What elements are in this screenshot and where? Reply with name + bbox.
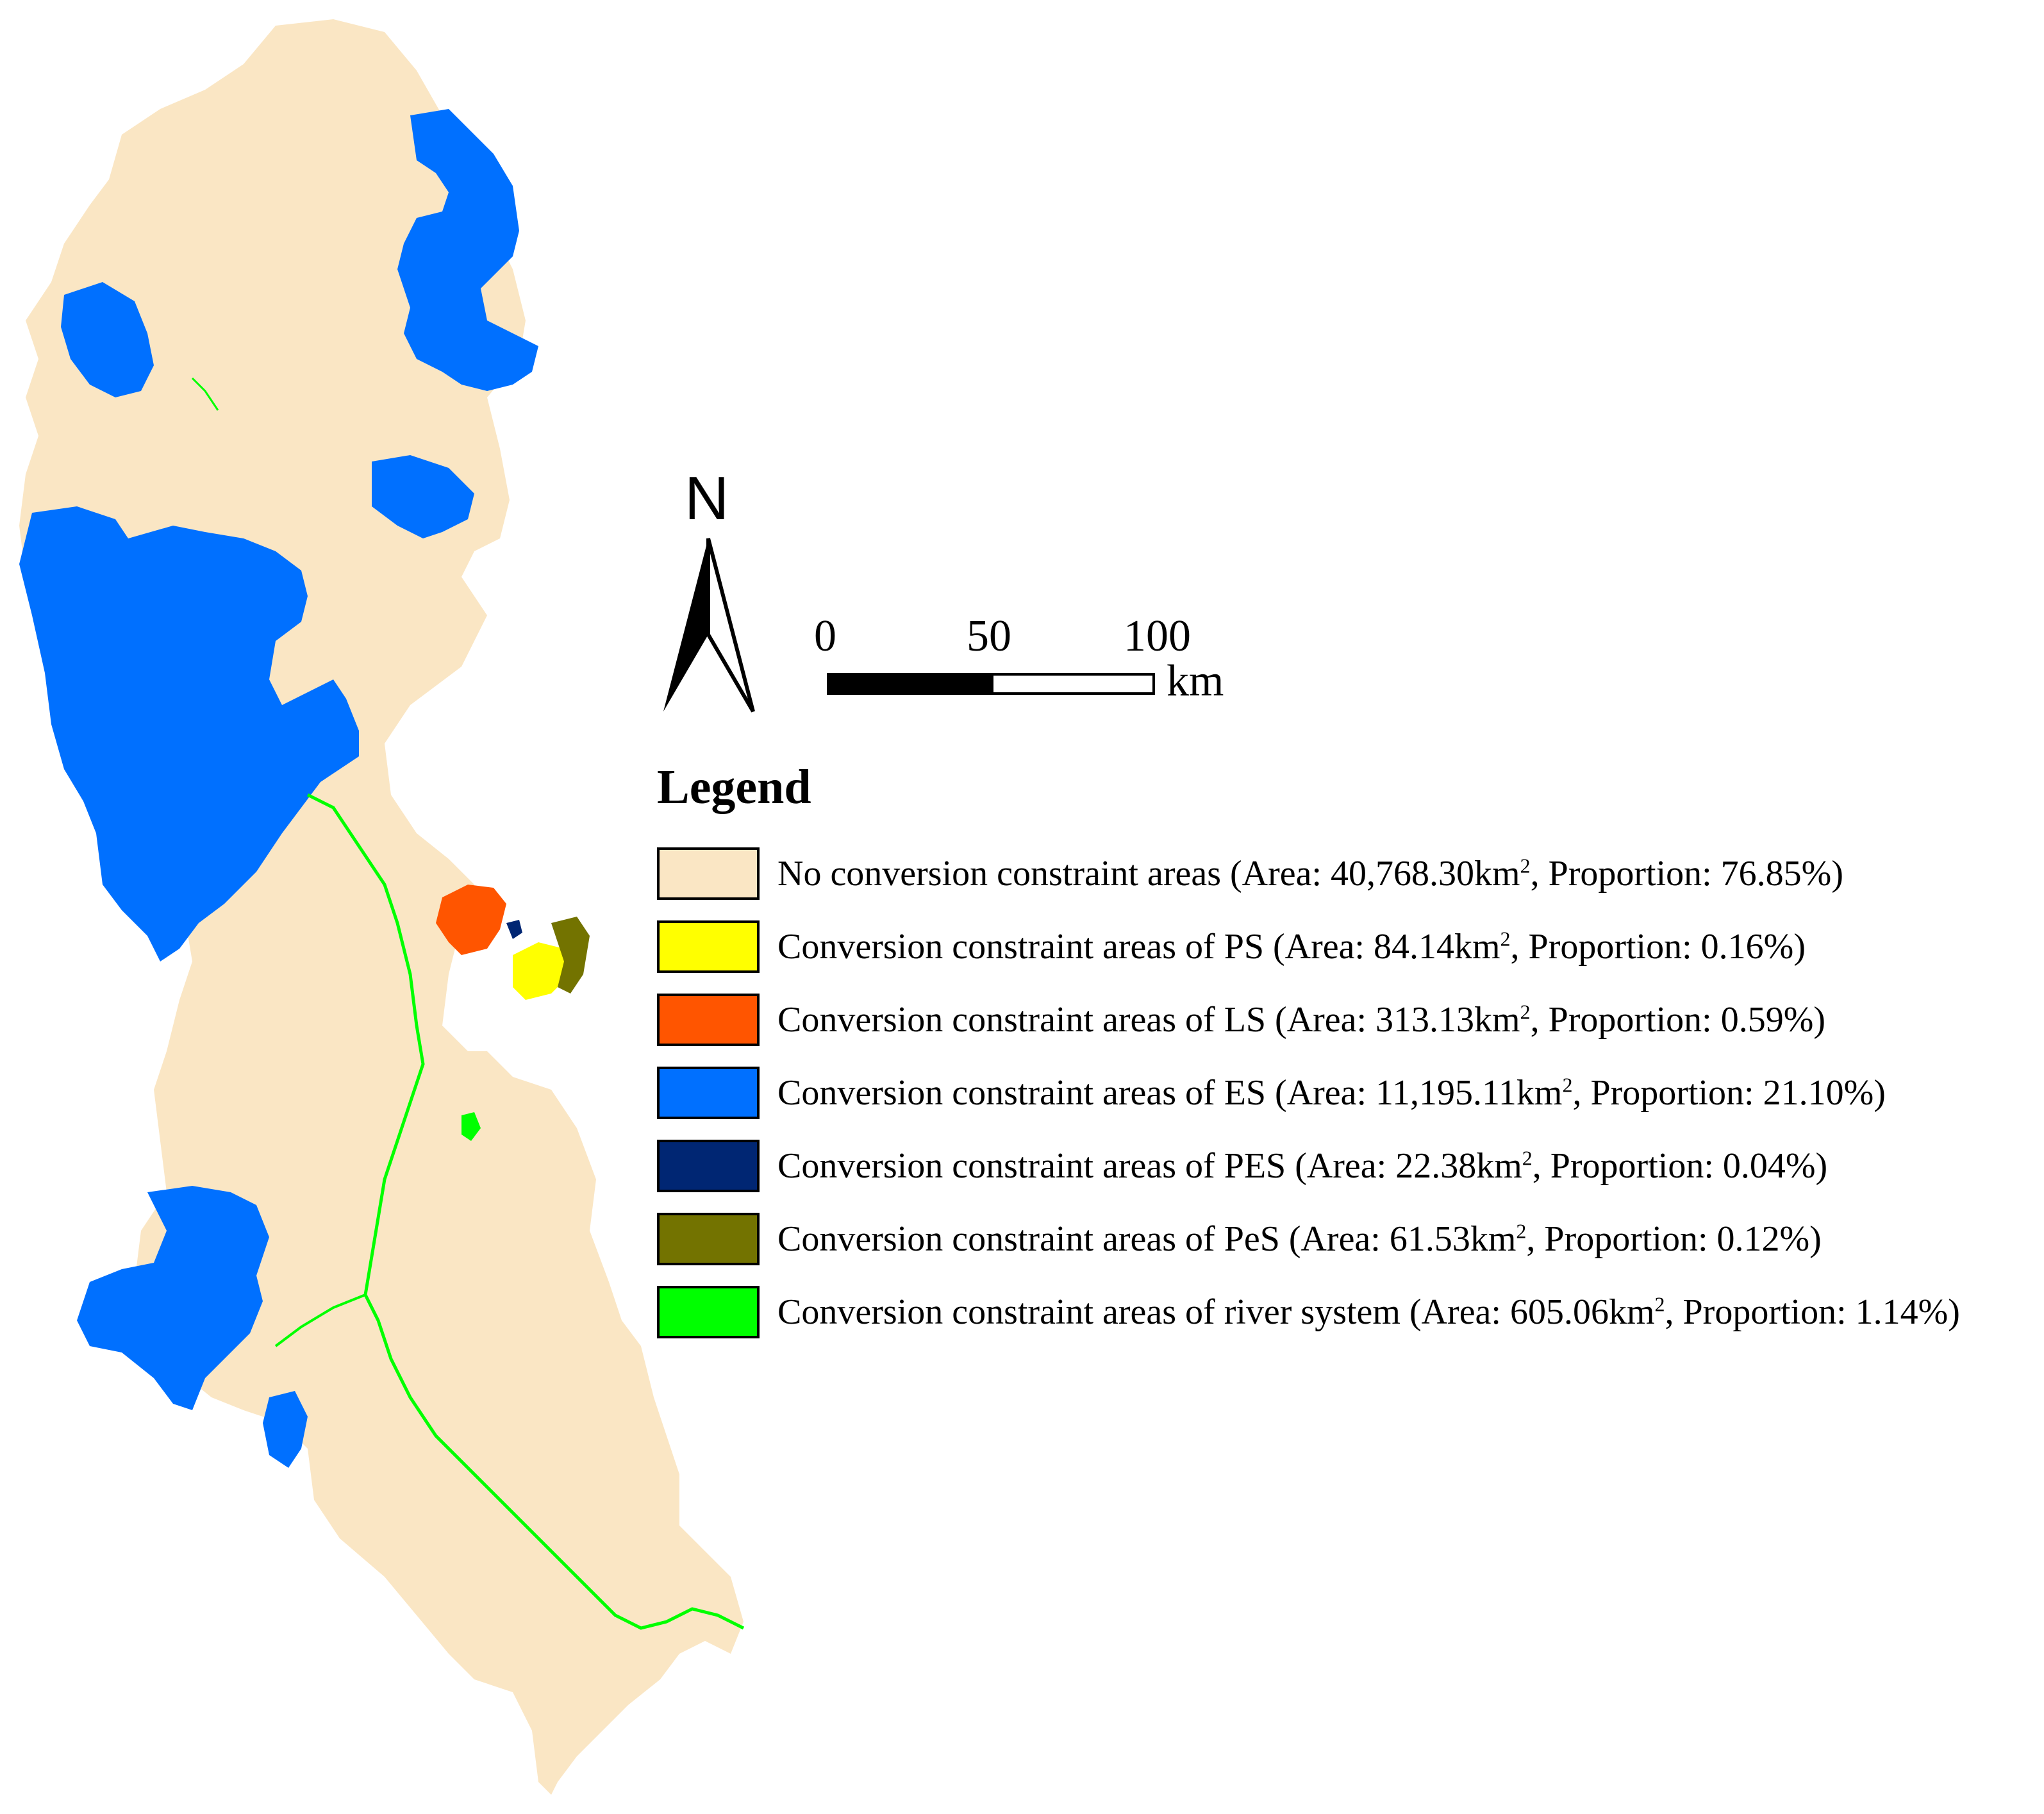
legend-swatch bbox=[657, 847, 760, 900]
legend: Legend No conversion constraint areas (A… bbox=[657, 763, 2035, 1349]
map-es-mid-east bbox=[372, 455, 474, 538]
legend-item-no-constraint: No conversion constraint areas (Area: 40… bbox=[657, 837, 2035, 910]
legend-item-es: Conversion constraint areas of ES (Area:… bbox=[657, 1056, 2035, 1129]
legend-item-pes-olive: Conversion constraint areas of PeS (Area… bbox=[657, 1202, 2035, 1276]
legend-label: Conversion constraint areas of PS (Area:… bbox=[777, 927, 1806, 967]
scale-tick-0: 0 bbox=[814, 612, 836, 661]
legend-item-river-system: Conversion constraint areas of river sys… bbox=[657, 1276, 2035, 1349]
legend-label: Conversion constraint areas of PeS (Area… bbox=[777, 1219, 1822, 1259]
legend-label: Conversion constraint areas of PES (Area… bbox=[777, 1146, 1828, 1186]
map-ls-patch bbox=[436, 885, 506, 955]
legend-swatch bbox=[657, 920, 760, 973]
region-map bbox=[19, 19, 745, 1795]
scale-unit: km bbox=[1167, 656, 1224, 706]
legend-label: Conversion constraint areas of river sys… bbox=[777, 1292, 1960, 1332]
legend-item-ls: Conversion constraint areas of LS (Area:… bbox=[657, 983, 2035, 1056]
legend-swatch bbox=[657, 1067, 760, 1119]
map-ps-patch bbox=[513, 942, 570, 1000]
scale-bar-black bbox=[827, 673, 991, 695]
legend-label: Conversion constraint areas of LS (Area:… bbox=[777, 1000, 1826, 1040]
map-es-central bbox=[19, 506, 359, 961]
legend-item-ps: Conversion constraint areas of PS (Area:… bbox=[657, 910, 2035, 983]
map-river-lake bbox=[461, 1112, 481, 1141]
map-es-north-c bbox=[397, 109, 538, 391]
map-es-southwest bbox=[77, 1186, 269, 1410]
legend-swatch bbox=[657, 1286, 760, 1338]
north-arrow-icon bbox=[663, 538, 755, 713]
legend-label: Conversion constraint areas of ES (Area:… bbox=[777, 1073, 1886, 1113]
map-pes-patch bbox=[551, 917, 590, 994]
legend-swatch bbox=[657, 1213, 760, 1265]
legend-title: Legend bbox=[657, 760, 811, 814]
map-es-south-patch bbox=[263, 1391, 308, 1468]
north-arrow-letter: N bbox=[685, 464, 729, 533]
legend-swatch bbox=[657, 994, 760, 1046]
scale-bar-white bbox=[991, 673, 1155, 695]
legend-swatch bbox=[657, 1140, 760, 1192]
legend-label: No conversion constraint areas (Area: 40… bbox=[777, 854, 1843, 894]
map-river-branch-2 bbox=[191, 377, 219, 411]
map-pes-dark-patch bbox=[506, 920, 522, 939]
legend-item-pes: Conversion constraint areas of PES (Area… bbox=[657, 1129, 2035, 1202]
map-river-branch bbox=[274, 1294, 366, 1347]
scale-tick-100: 100 bbox=[1124, 612, 1191, 661]
scale-tick-50: 50 bbox=[967, 612, 1011, 661]
scale-bar: 0 50 100 km bbox=[795, 609, 1243, 705]
map-es-north-west bbox=[61, 282, 154, 397]
map-river-main bbox=[306, 793, 745, 1630]
